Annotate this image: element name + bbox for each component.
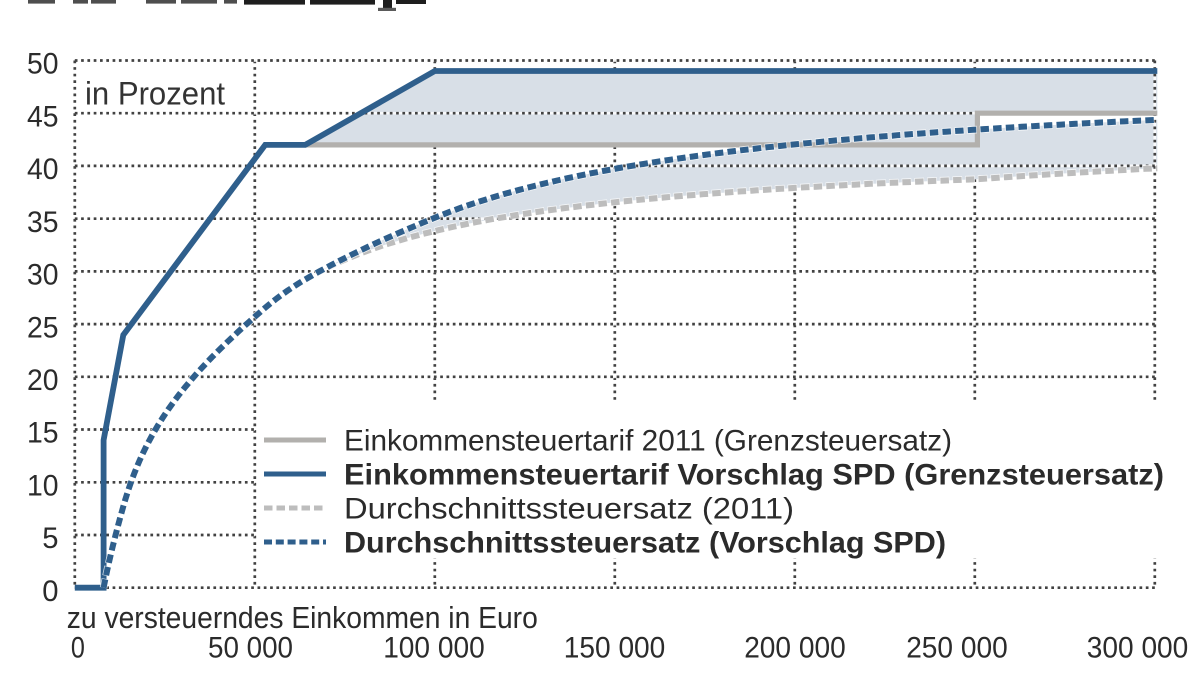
svg-text:250 000: 250 000 <box>906 633 1008 665</box>
svg-text:15: 15 <box>27 418 59 450</box>
svg-text:0: 0 <box>71 633 85 665</box>
svg-text:150 000: 150 000 <box>564 633 666 665</box>
svg-text:100 000: 100 000 <box>383 633 485 665</box>
svg-text:50 000: 50 000 <box>208 633 293 665</box>
svg-text:10: 10 <box>27 471 59 503</box>
svg-text:50: 50 <box>27 49 59 81</box>
svg-text:Einkommensteuertarif 2011 (Gre: Einkommensteuertarif 2011 (Grenzsteuersa… <box>344 425 952 458</box>
svg-text:40: 40 <box>27 154 59 186</box>
svg-text:Einkommensteuertarif Vorschlag: Einkommensteuertarif Vorschlag SPD (Gren… <box>344 459 1164 492</box>
svg-text:in Prozent: in Prozent <box>85 76 225 112</box>
svg-text:Durchschnittssteuersatz (Vorsc: Durchschnittssteuersatz (Vorschlag SPD) <box>344 527 946 560</box>
svg-text:0: 0 <box>42 576 58 608</box>
svg-text:35: 35 <box>27 207 59 239</box>
svg-text:Durchschnittssteuersatz (2011): Durchschnittssteuersatz (2011) <box>344 493 794 526</box>
svg-text:25: 25 <box>27 312 59 344</box>
svg-text:20: 20 <box>27 365 59 397</box>
svg-text:30: 30 <box>27 260 59 292</box>
svg-text:200 000: 200 000 <box>744 633 846 665</box>
svg-text:300 000: 300 000 <box>1087 633 1189 665</box>
svg-text:45: 45 <box>27 101 59 133</box>
svg-text:zu versteuerndes Einkommen in: zu versteuerndes Einkommen in Euro <box>67 600 538 635</box>
svg-text:5: 5 <box>42 523 58 555</box>
